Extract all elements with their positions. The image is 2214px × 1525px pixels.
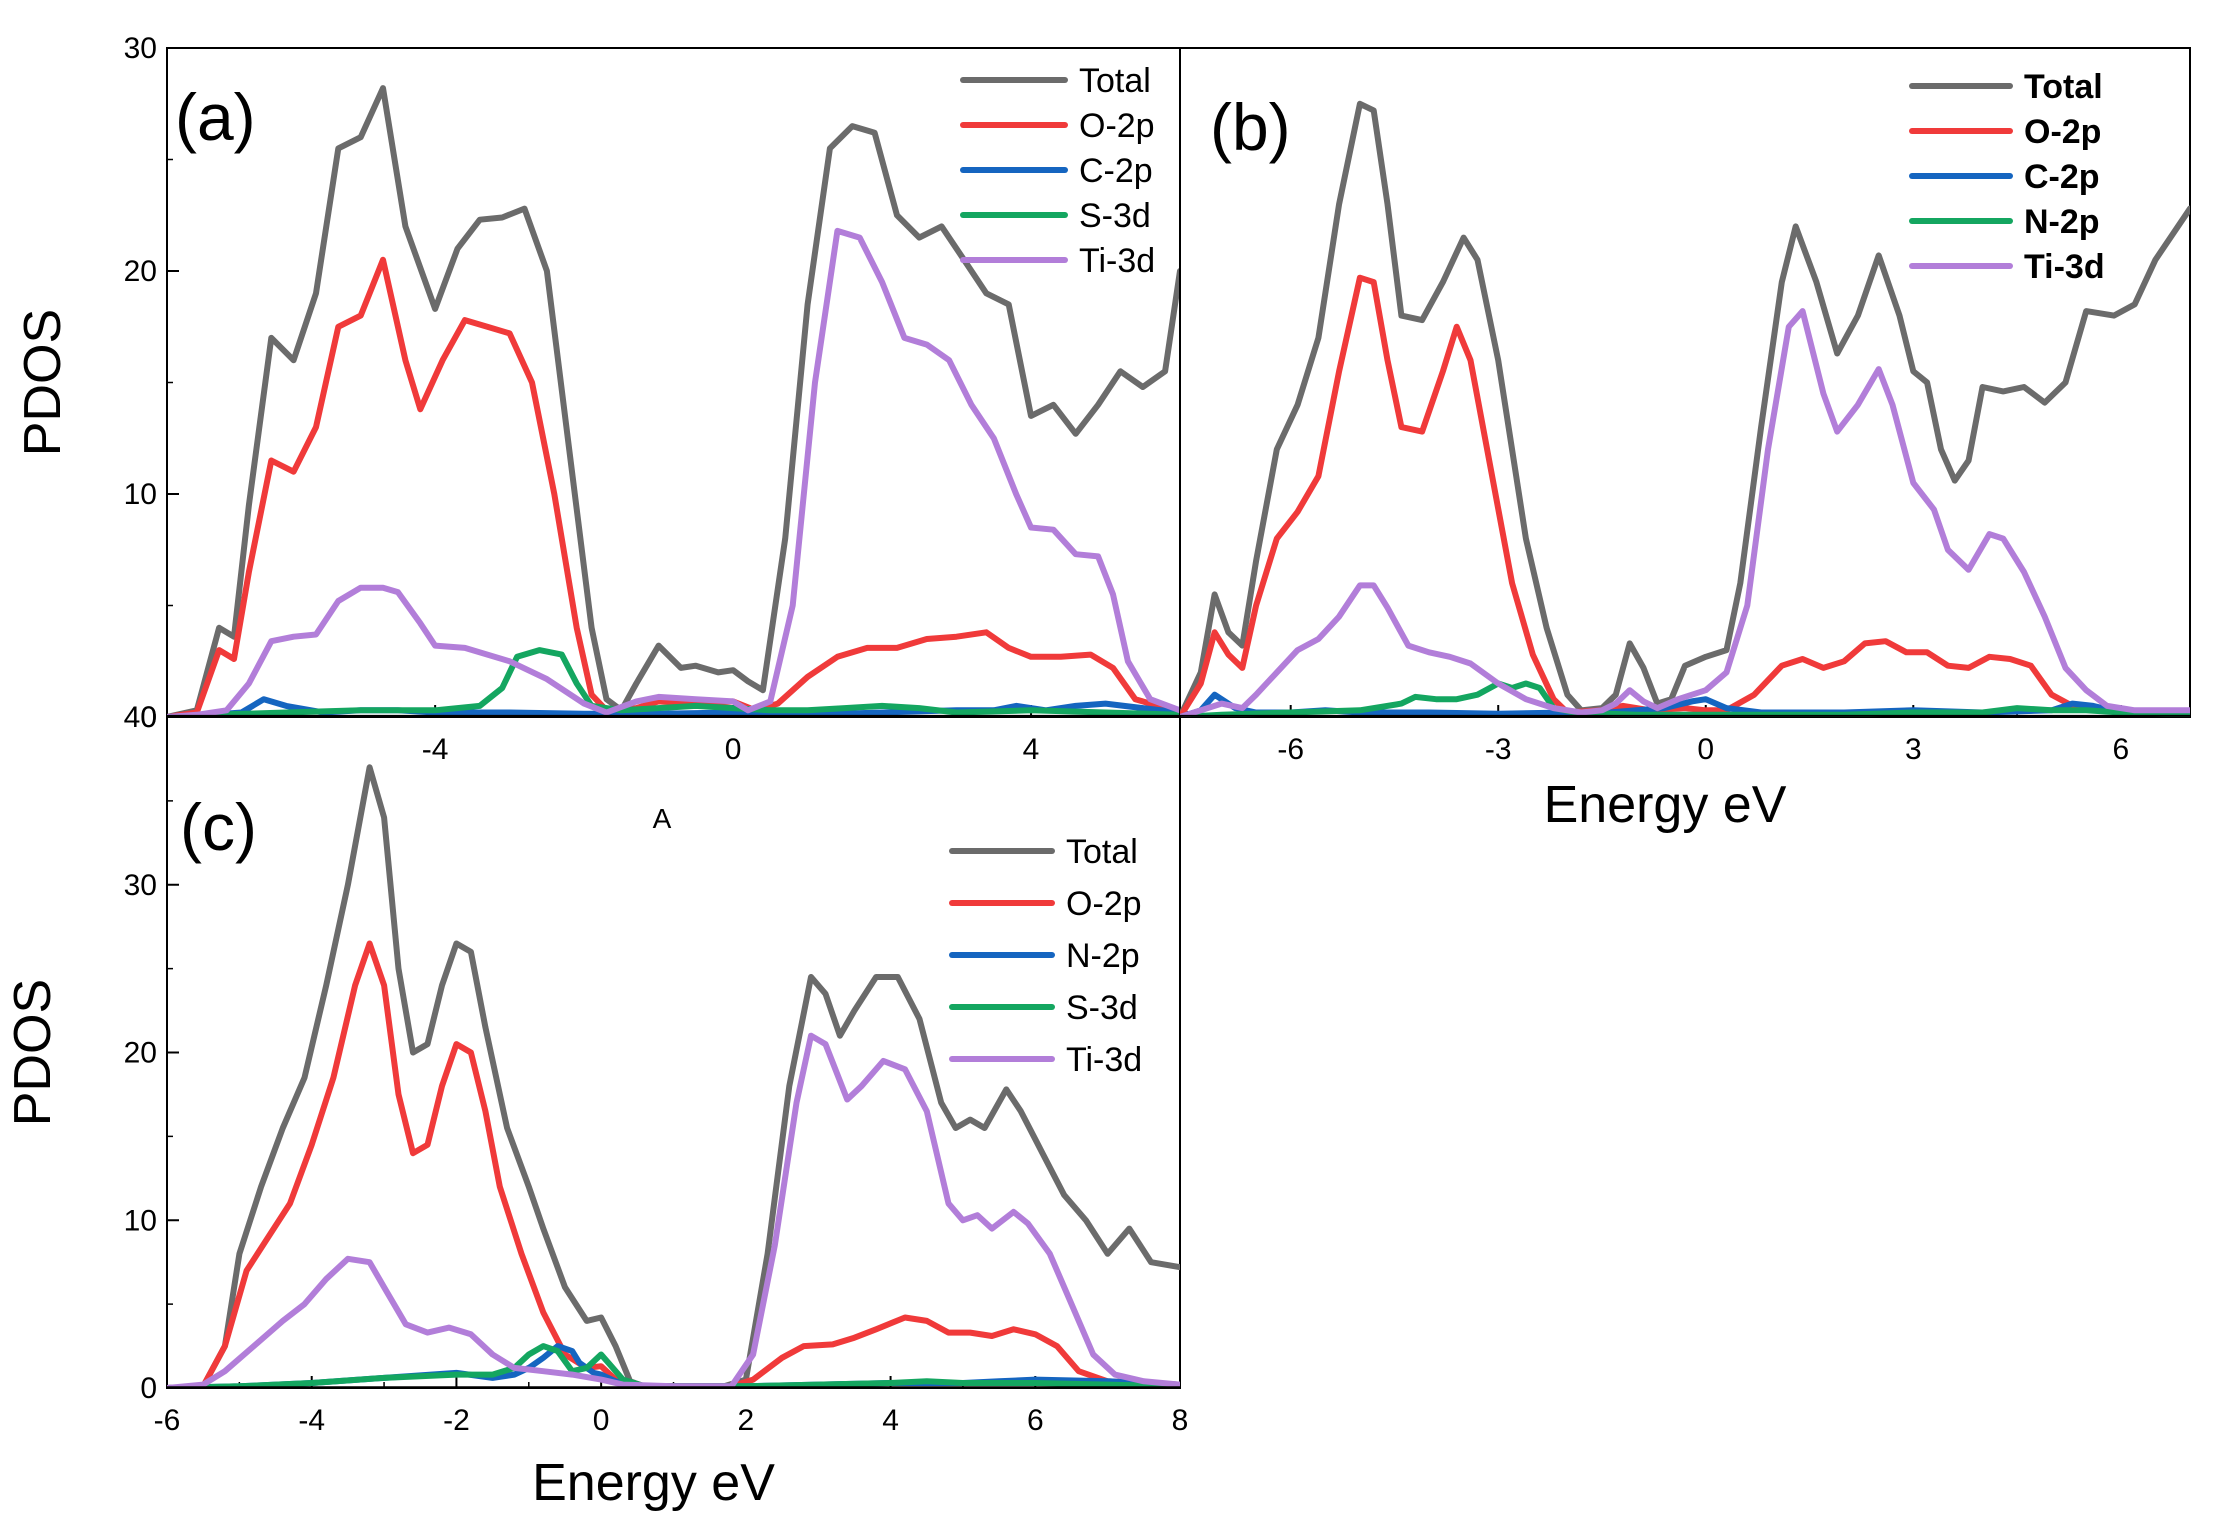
plot-frame-a	[166, 47, 1181, 718]
y-tick-label-a: 30	[124, 32, 157, 65]
series-line-a-s-3d	[167, 647, 1180, 717]
series-line-b-total	[1180, 100, 2190, 717]
x-tick-label-c: 0	[593, 1404, 610, 1437]
x-tick-label-c: -2	[443, 1404, 470, 1437]
legend-label-b: O-2p	[2024, 113, 2101, 151]
legend-label-c: Ti-3d	[1066, 1041, 1142, 1079]
y-tick-label-a: 0	[140, 701, 157, 734]
x-tick-label-c: 8	[1172, 1404, 1189, 1437]
y-tick-label-a: 20	[124, 255, 157, 288]
series-line-c-total	[167, 764, 1180, 1388]
x-tick-label-c: 2	[738, 1404, 755, 1437]
series-line-b-o-2p	[1180, 274, 2190, 717]
x-tick-label-b: 0	[1697, 733, 1714, 766]
x-tick-label-a: 0	[725, 733, 742, 766]
x-axis-title-c: Energy eV	[532, 1454, 775, 1512]
legend-label-a: C-2p	[1079, 152, 1153, 190]
series-line-a-o-2p	[167, 256, 1180, 717]
legend-label-a: Total	[1079, 62, 1151, 100]
y-tick-label-a: 10	[124, 478, 157, 511]
x-tick-label-b: 6	[2112, 733, 2129, 766]
legend-label-c: S-3d	[1066, 989, 1138, 1027]
y-tick-label-c: 0	[140, 1372, 157, 1405]
legend-label-b: C-2p	[2024, 158, 2100, 196]
legend-label-c: Total	[1066, 833, 1138, 871]
x-tick-label-c: -4	[298, 1404, 325, 1437]
legend-label-b: Ti-3d	[2024, 248, 2105, 286]
panel-b: -6 -3 0 3 6 Total O-2p C-2p N-2p Ti-3d (b) Energy e…	[1179, 47, 2191, 834]
stray-label-a: A	[653, 803, 672, 834]
x-tick-label-c: 6	[1027, 1404, 1044, 1437]
x-tick-label-a: -4	[422, 733, 449, 766]
series-line-a-total	[167, 85, 1180, 717]
series-line-c-ti-3d	[167, 1032, 1180, 1388]
legend-label-a: Ti-3d	[1079, 242, 1155, 280]
panel-label-b: (b)	[1210, 90, 1291, 164]
y-tick-label-c: 20	[124, 1037, 157, 1070]
x-axis-title-b: Energy eV	[1544, 776, 1787, 834]
y-axis-title-c: PDOS	[4, 979, 62, 1126]
y-tick-label-c: 40	[124, 701, 157, 734]
x-tick-label-c: 4	[882, 1404, 899, 1437]
panel-c: -6 -4 -2 0 2 4 6 8010203040TotalO-2pN-2pS-3dTi-…	[4, 701, 1188, 1512]
panel-label-a: (a)	[175, 80, 256, 154]
series-line-c-s-3d	[167, 1343, 1180, 1388]
legend-label-a: O-2p	[1079, 107, 1155, 145]
x-tick-label-a: 4	[1023, 733, 1040, 766]
legend-label-a: S-3d	[1079, 197, 1151, 235]
x-tick-label-b: 3	[1905, 733, 1922, 766]
legend-label-c: N-2p	[1066, 937, 1140, 975]
y-tick-label-c: 30	[124, 869, 157, 902]
panel-label-c: (c)	[180, 790, 257, 864]
x-tick-label-b: -3	[1485, 733, 1512, 766]
y-axis-title-a: PDOS	[14, 309, 72, 456]
series-line-a-ti-3d	[167, 227, 1180, 717]
legend-label-c: O-2p	[1066, 885, 1142, 923]
x-tick-label-b: -6	[1277, 733, 1304, 766]
series-line-b-ti-3d	[1180, 308, 2190, 717]
x-tick-label-c: -6	[154, 1404, 181, 1437]
legend-label-b: N-2p	[2024, 203, 2100, 241]
y-tick-label-c: 10	[124, 1204, 157, 1237]
series-line-b-n-2p	[1180, 680, 2190, 717]
legend-label-b: Total	[2024, 68, 2103, 106]
